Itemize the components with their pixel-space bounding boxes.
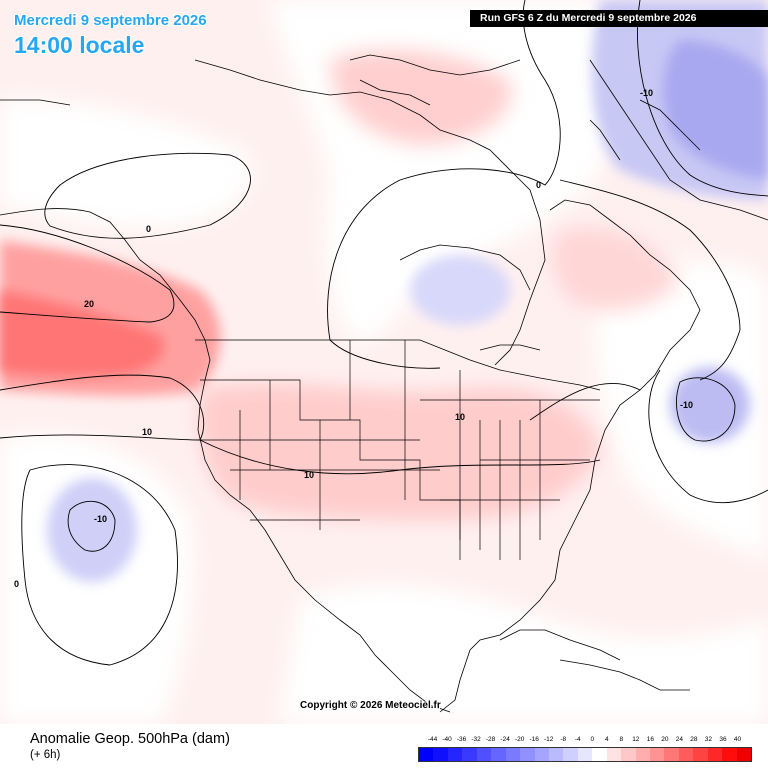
legend-value-label: -8 bbox=[560, 736, 567, 743]
legend-value-label: 0 bbox=[590, 736, 595, 743]
legend-value-label: -44 bbox=[427, 736, 438, 743]
anomaly-shading bbox=[0, 0, 768, 724]
positive-usa bbox=[198, 382, 600, 520]
state-borders bbox=[195, 339, 601, 560]
legend-swatch bbox=[548, 748, 564, 761]
legend-value-label: 32 bbox=[704, 736, 713, 743]
forecast-time: 14:00 locale bbox=[14, 32, 145, 58]
legend-value-label: 4 bbox=[604, 736, 609, 743]
contour-label-group: 0 20 10 -10 0 -10 0 10 10 -10 bbox=[14, 88, 693, 589]
legend-value-label: 36 bbox=[719, 736, 727, 743]
legend-swatch bbox=[447, 748, 463, 761]
copyright-text: Copyright © 2026 Meteociel.fr bbox=[300, 700, 441, 711]
legend-swatch bbox=[592, 748, 607, 761]
legend-swatch bbox=[606, 748, 622, 761]
legend-value-label: 12 bbox=[632, 736, 640, 743]
contour-label: 10 bbox=[304, 470, 314, 480]
legend-value-label: 28 bbox=[690, 736, 698, 743]
contour-label: 0 bbox=[536, 180, 541, 190]
contour-label: -10 bbox=[680, 400, 693, 410]
contour-label: 20 bbox=[84, 299, 94, 309]
map-title: Anomalie Geop. 500hPa (dam) bbox=[30, 731, 230, 747]
legend-swatch bbox=[722, 748, 737, 761]
legend-value-label: -32 bbox=[471, 736, 481, 743]
forecast-date: Mercredi 9 septembre 2026 bbox=[14, 12, 207, 29]
negative-pacific bbox=[47, 478, 137, 582]
legend-labels: -44 -40 -36 -32 -28 -24 -20 -16 -12 -8 -4 0 4 8 12 16 20… bbox=[418, 736, 752, 746]
legend-swatch bbox=[476, 748, 492, 761]
anomaly-map: 0 20 10 -10 0 -10 0 10 10 -10 bbox=[0, 0, 768, 724]
color-legend: -44 -40 -36 -32 -28 -24 -20 -16 -12 -8 -4 0 4 8 12 16 20… bbox=[418, 736, 752, 764]
contour-label: 0 bbox=[146, 224, 151, 234]
legend-swatch bbox=[520, 748, 535, 761]
legend-swatch bbox=[621, 748, 636, 761]
legend-value-label: -36 bbox=[456, 736, 467, 743]
contour-label: -10 bbox=[94, 514, 107, 524]
legend-value-label: -28 bbox=[485, 736, 496, 743]
legend-swatch bbox=[736, 748, 752, 761]
legend-value-label: -12 bbox=[543, 736, 554, 743]
negative-atlantic bbox=[670, 367, 750, 443]
contour-label: 10 bbox=[142, 427, 152, 437]
legend-value-label: -20 bbox=[514, 736, 525, 743]
legend-value-label: -16 bbox=[529, 736, 539, 743]
contour-label: 10 bbox=[455, 412, 465, 422]
positive-arctic bbox=[330, 49, 512, 145]
legend-value-label: 40 bbox=[733, 736, 742, 743]
forecast-lead: (+ 6h) bbox=[30, 749, 61, 761]
positive-west-core bbox=[0, 290, 164, 377]
legend-swatch bbox=[577, 748, 593, 761]
legend-swatch bbox=[433, 748, 448, 761]
legend-value-label: 20 bbox=[661, 736, 669, 743]
run-info-banner: Run GFS 6 Z du Mercredi 9 septembre 2026 bbox=[470, 10, 768, 27]
legend-swatch bbox=[635, 748, 650, 761]
legend-swatch bbox=[707, 748, 723, 761]
legend-value-label: -4 bbox=[574, 736, 581, 743]
positive-hudson bbox=[552, 227, 680, 311]
legend-value-label: -40 bbox=[442, 736, 452, 743]
legend-swatch bbox=[650, 748, 665, 761]
legend-value-label: 16 bbox=[646, 736, 654, 743]
legend-value-label: 8 bbox=[619, 736, 624, 743]
legend-swatch bbox=[419, 748, 434, 761]
legend-swatch bbox=[678, 748, 694, 761]
contour-lines bbox=[0, 0, 768, 666]
negative-greenland-core bbox=[663, 40, 768, 180]
legend-swatch bbox=[462, 748, 477, 761]
legend-swatch bbox=[693, 748, 708, 761]
legend-value-label: 24 bbox=[675, 736, 684, 743]
legend-bar bbox=[418, 747, 752, 762]
contour-label: 0 bbox=[14, 579, 19, 589]
legend-swatch bbox=[491, 748, 506, 761]
legend-swatch bbox=[505, 748, 521, 761]
legend-swatch bbox=[534, 748, 549, 761]
legend-swatch bbox=[664, 748, 679, 761]
negative-central-canada bbox=[410, 255, 510, 325]
legend-swatch bbox=[563, 748, 578, 761]
zero-region-northwest bbox=[0, 99, 252, 228]
zero-region-south bbox=[280, 585, 768, 724]
map-area: 0 20 10 -10 0 -10 0 10 10 -10 Mercredi 9… bbox=[0, 0, 768, 724]
legend-value-label: -24 bbox=[500, 736, 510, 743]
contour-label: -10 bbox=[640, 88, 653, 98]
